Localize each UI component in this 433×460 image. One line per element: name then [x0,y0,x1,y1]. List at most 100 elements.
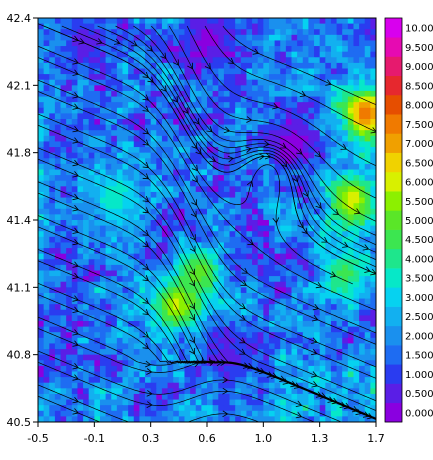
heat-cell [116,191,124,199]
heat-cell [167,309,174,316]
heat-cell [240,152,248,159]
heat-cell [370,276,376,283]
heat-cell [49,29,56,36]
heat-cell [105,152,112,159]
heat-cell [88,220,95,227]
heat-cell [38,147,45,154]
heat-cell [268,186,276,193]
heat-cell [116,410,124,417]
x-tick-label: -0.5 [27,432,48,445]
heat-cell [122,343,129,350]
heat-cell [314,349,321,356]
heat-cell [139,208,146,215]
heat-cell [178,18,186,25]
heat-cell [291,309,298,316]
heat-cell [319,231,326,238]
heat-cell [263,343,270,350]
heat-cell [71,152,79,159]
heat-cell [111,90,118,98]
heat-cell [60,225,67,232]
heat-cell [223,46,231,53]
heat-cell [173,388,180,395]
heat-cell [246,197,253,204]
heat-cell [60,253,67,260]
streamline-arrowhead [96,38,103,45]
streamline-arrowhead [72,295,79,302]
heat-cell [190,175,197,182]
heat-cell [60,354,67,361]
heat-cell [302,287,309,294]
streamline-arrowhead [72,408,79,415]
heat-cell [88,225,95,232]
heat-cell [370,371,376,378]
heat-cell [229,337,236,345]
heat-cell [268,90,276,98]
streamline [38,158,376,411]
heat-cell [330,349,338,356]
heat-cell [347,214,355,221]
heat-cell [257,399,264,406]
heat-cell [167,410,174,417]
heat-cell [54,264,62,272]
heat-cell [330,292,338,300]
heat-cell [139,304,146,311]
heat-cell [364,135,371,143]
heat-cell [99,186,107,193]
heat-cell [229,51,236,58]
heat-cell [308,79,315,86]
heat-cell [268,343,276,350]
heat-cell [207,332,214,339]
heat-cell [43,119,50,126]
heat-cell [297,113,304,120]
heat-cell [257,281,264,288]
heat-cell [94,34,101,42]
heat-cell [314,18,321,25]
heat-cell [178,152,186,159]
heat-cell [353,191,360,199]
heat-cell [49,40,56,47]
heat-cell [178,321,186,328]
heat-cell [280,393,287,401]
heat-cell [207,399,214,406]
heat-cell [83,96,90,103]
heat-cell [268,74,276,81]
heat-cell [38,74,45,81]
heat-cell [308,29,315,36]
heat-cell [173,236,180,244]
heat-cell [246,393,253,401]
heat-cell [347,62,355,70]
heat-cell [83,68,90,75]
heat-cell [156,29,163,36]
heat-cell [38,242,45,249]
heat-cell [347,259,355,266]
heat-cell [319,169,326,176]
heat-cell [285,281,293,288]
heat-cell [229,191,236,199]
heat-cell [212,124,219,131]
heat-cell [325,208,332,215]
heat-cell [207,40,214,47]
heat-cell [94,68,101,75]
heat-cell [257,253,264,260]
heat-cell [178,158,186,165]
heat-cell [178,203,186,210]
heat-cell [342,259,349,266]
heat-cell [43,203,50,210]
heat-cell [150,264,157,272]
heat-cell [212,180,219,187]
y-tick-label: 42.1 [7,79,32,92]
heat-cell [240,119,248,126]
heat-cell [38,399,45,406]
heat-cell [229,371,236,378]
heat-cell [77,304,84,311]
heat-cell [330,79,338,86]
heat-cell [319,304,326,311]
heat-cell [319,270,326,277]
heat-cell [201,349,208,356]
heat-cell [308,343,315,350]
heat-cell [173,141,180,148]
heat-cell [83,79,90,86]
heat-cell [274,248,281,255]
heat-cell [139,399,146,406]
heat-cell [268,175,276,182]
